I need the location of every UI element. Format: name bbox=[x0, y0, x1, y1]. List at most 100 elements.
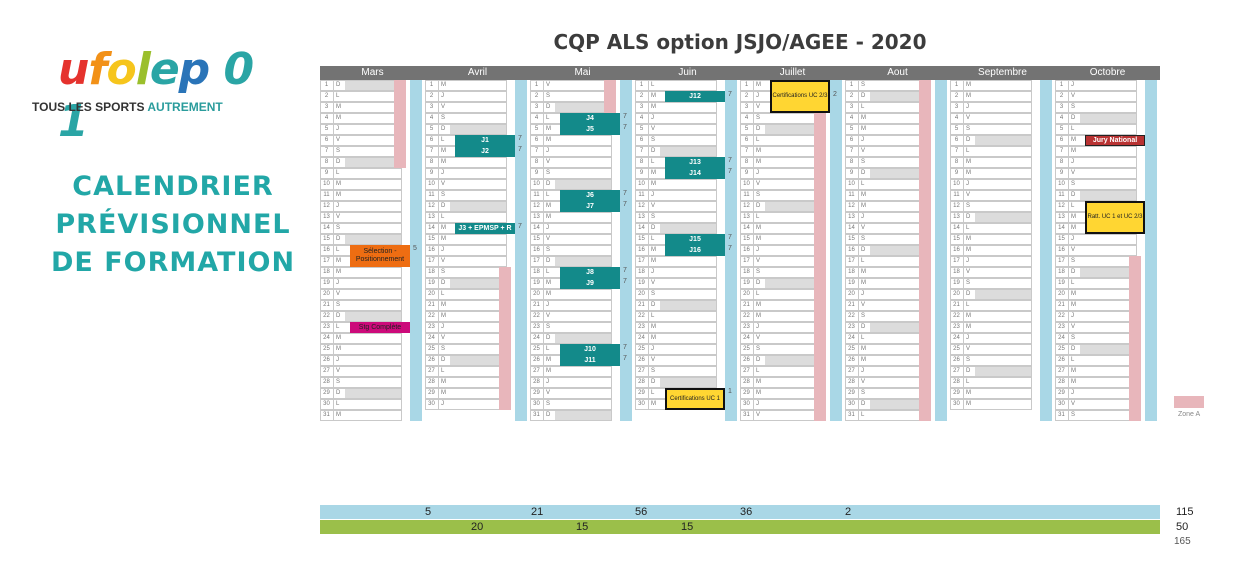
weekday-letter: V bbox=[333, 136, 345, 145]
zone-a-period bbox=[814, 113, 826, 421]
weekday-letter: J bbox=[753, 92, 765, 101]
weekday-letter: V bbox=[753, 103, 765, 112]
day-row: 30 J bbox=[425, 399, 507, 410]
day-number: 24 bbox=[533, 335, 540, 341]
weekday-letter: V bbox=[858, 224, 870, 233]
day-row: 27 D bbox=[950, 366, 1032, 377]
weekday-letter: V bbox=[543, 158, 555, 167]
day-number: 9 bbox=[849, 170, 854, 176]
day-row: 14 V bbox=[845, 223, 927, 234]
training-event: Ratt. UC 1 et UC 2/3 bbox=[1085, 201, 1145, 234]
day-number: 20 bbox=[953, 291, 960, 297]
legend-swatch-zone-a bbox=[1174, 396, 1204, 408]
weekday-letter: V bbox=[648, 279, 660, 288]
day-number: 17 bbox=[428, 258, 435, 264]
page-title: CQP ALS option JSJO/AGEE - 2020 bbox=[553, 30, 927, 54]
day-number: 31 bbox=[1058, 412, 1065, 418]
weekday-letter: S bbox=[543, 169, 555, 178]
day-number: 19 bbox=[323, 280, 330, 286]
day-row: 18 V bbox=[950, 267, 1032, 278]
total-value: 50 bbox=[1176, 521, 1189, 533]
day-row: 30 V bbox=[1055, 399, 1137, 410]
day-number: 28 bbox=[743, 379, 750, 385]
weekday-letter: V bbox=[1068, 246, 1080, 255]
day-row: 23 M bbox=[635, 322, 717, 333]
weekday-letter: J bbox=[543, 224, 555, 233]
week-hours: 7 bbox=[623, 267, 627, 274]
day-number: 13 bbox=[848, 214, 855, 220]
day-number: 6 bbox=[429, 137, 434, 143]
day-row: 13 D bbox=[950, 212, 1032, 223]
day-row: 18 M bbox=[845, 267, 927, 278]
day-number: 5 bbox=[534, 126, 539, 132]
sunday-shade bbox=[1080, 191, 1136, 200]
day-number: 18 bbox=[1058, 269, 1065, 275]
day-number: 24 bbox=[848, 335, 855, 341]
day-row: 25 V bbox=[950, 344, 1032, 355]
total-value: 2 bbox=[845, 506, 852, 518]
training-event: J6 bbox=[560, 190, 620, 201]
weekday-letter: L bbox=[333, 169, 345, 178]
weekday-letter: S bbox=[858, 389, 870, 398]
sunday-shade bbox=[975, 213, 1031, 222]
day-number: 30 bbox=[1058, 401, 1065, 407]
day-row: 30 D bbox=[845, 399, 927, 410]
day-row: 10 J bbox=[950, 179, 1032, 190]
day-number: 1 bbox=[534, 82, 539, 88]
day-row: 29 J bbox=[1055, 388, 1137, 399]
weekday-letter: L bbox=[753, 213, 765, 222]
logo-letter: f bbox=[88, 44, 107, 95]
day-number: 16 bbox=[743, 247, 750, 253]
ufolep-logo: ufolep 0 1 TOUS LES SPORTS AUTREMENT bbox=[28, 44, 268, 147]
weekday-letter: J bbox=[753, 323, 765, 332]
month-header: Mai bbox=[530, 66, 635, 80]
day-number: 12 bbox=[533, 203, 540, 209]
day-number: 7 bbox=[324, 148, 329, 154]
weekday-letter: D bbox=[543, 180, 555, 189]
weekday-letter: D bbox=[1068, 114, 1080, 123]
weekday-letter: S bbox=[753, 345, 765, 354]
weekday-letter: D bbox=[333, 81, 345, 90]
day-number: 21 bbox=[428, 302, 435, 308]
day-number: 8 bbox=[534, 159, 539, 165]
day-row: 18 S bbox=[740, 267, 822, 278]
logo-letter: e bbox=[149, 44, 180, 95]
day-number: 27 bbox=[323, 368, 330, 374]
day-number: 30 bbox=[428, 401, 435, 407]
day-number: 17 bbox=[533, 258, 540, 264]
day-number: 26 bbox=[638, 357, 645, 363]
weekday-letter: D bbox=[753, 125, 765, 134]
week-column bbox=[410, 80, 422, 421]
day-row: 14 S bbox=[320, 223, 402, 234]
weekday-letter: J bbox=[648, 191, 660, 200]
day-number: 9 bbox=[639, 170, 644, 176]
training-event: J3 + EPMSP + R bbox=[455, 223, 515, 234]
day-number: 24 bbox=[428, 335, 435, 341]
weekday-letter: L bbox=[438, 367, 450, 376]
total-value: 20 bbox=[471, 521, 484, 533]
day-number: 19 bbox=[743, 280, 750, 286]
day-row: 11 V bbox=[950, 190, 1032, 201]
week-column bbox=[620, 80, 632, 421]
day-row: 11 M bbox=[845, 190, 927, 201]
weekday-letter: M bbox=[438, 235, 450, 244]
weekday-letter: V bbox=[648, 202, 660, 211]
weekday-letter: J bbox=[963, 103, 975, 112]
weekday-letter: L bbox=[543, 345, 555, 354]
day-row: 19 D bbox=[740, 278, 822, 289]
day-row: 15 M bbox=[425, 234, 507, 245]
weekday-letter: V bbox=[543, 312, 555, 321]
